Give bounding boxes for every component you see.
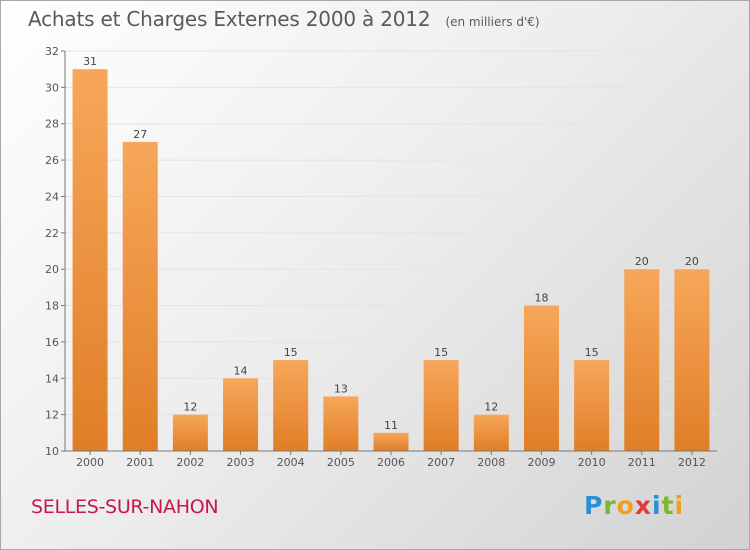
y-tick-label: 18 bbox=[45, 300, 59, 313]
y-tick-label: 22 bbox=[45, 227, 59, 240]
y-tick-label: 30 bbox=[45, 81, 59, 94]
x-tick-label: 2001 bbox=[126, 456, 154, 469]
x-tick-label: 2000 bbox=[76, 456, 104, 469]
bar bbox=[674, 269, 710, 451]
y-tick-label: 12 bbox=[45, 409, 59, 422]
y-tick-label: 26 bbox=[45, 154, 59, 167]
bar bbox=[72, 69, 108, 451]
x-tick-label: 2008 bbox=[477, 456, 505, 469]
bar-value-label: 27 bbox=[133, 128, 147, 141]
bar-value-label: 20 bbox=[635, 255, 649, 268]
x-tick-label: 2007 bbox=[427, 456, 455, 469]
y-tick-label: 20 bbox=[45, 263, 59, 276]
x-tick-label: 2011 bbox=[628, 456, 656, 469]
commune-name: SELLES-SUR-NAHON bbox=[31, 496, 219, 518]
x-tick-label: 2003 bbox=[227, 456, 255, 469]
bar bbox=[122, 141, 158, 451]
bar-value-label: 20 bbox=[685, 255, 699, 268]
bar bbox=[624, 269, 660, 451]
chart-unit: (en milliers d'€) bbox=[445, 15, 540, 29]
x-tick-label: 2009 bbox=[527, 456, 555, 469]
x-tick-label: 2012 bbox=[678, 456, 706, 469]
y-tick-label: 14 bbox=[45, 372, 59, 385]
y-tick-label: 10 bbox=[45, 445, 59, 458]
bar bbox=[172, 414, 208, 451]
x-tick-label: 2006 bbox=[377, 456, 405, 469]
bar-value-label: 12 bbox=[484, 401, 498, 414]
bar-value-label: 12 bbox=[183, 401, 197, 414]
bar bbox=[323, 396, 359, 451]
bar bbox=[273, 360, 309, 451]
bar bbox=[473, 414, 509, 451]
logo-letter: P bbox=[584, 491, 604, 520]
x-tick-label: 2010 bbox=[578, 456, 606, 469]
chart-title: Achats et Charges Externes 2000 à 2012 bbox=[28, 7, 431, 31]
y-tick-label: 16 bbox=[45, 336, 59, 349]
y-tick-label: 28 bbox=[45, 118, 59, 131]
bar-value-label: 13 bbox=[334, 382, 348, 395]
logo-letter: x bbox=[634, 491, 652, 520]
bar-value-label: 15 bbox=[284, 346, 298, 359]
bar-value-label: 15 bbox=[434, 346, 448, 359]
bar-value-label: 31 bbox=[83, 55, 97, 68]
bar-value-label: 14 bbox=[234, 364, 248, 377]
y-tick-label: 32 bbox=[45, 45, 59, 58]
title-row: Achats et Charges Externes 2000 à 2012 (… bbox=[28, 7, 540, 31]
logo-letter: i bbox=[652, 491, 662, 520]
logo-letter: t bbox=[661, 491, 675, 520]
logo-letter: o bbox=[616, 491, 635, 520]
bar bbox=[423, 360, 459, 451]
x-tick-label: 2005 bbox=[327, 456, 355, 469]
proxiti-logo: Proxiti bbox=[584, 491, 684, 520]
x-tick-label: 2004 bbox=[277, 456, 305, 469]
bar bbox=[373, 432, 409, 451]
bar-value-label: 15 bbox=[585, 346, 599, 359]
logo-letter: r bbox=[603, 491, 617, 520]
y-tick-label: 24 bbox=[45, 190, 59, 203]
bar-value-label: 18 bbox=[534, 292, 548, 305]
bar bbox=[574, 360, 610, 451]
logo-letter: i bbox=[674, 491, 685, 520]
bar-value-label: 11 bbox=[384, 419, 398, 432]
x-tick-label: 2002 bbox=[176, 456, 204, 469]
bar bbox=[523, 305, 559, 451]
bar bbox=[223, 378, 259, 451]
